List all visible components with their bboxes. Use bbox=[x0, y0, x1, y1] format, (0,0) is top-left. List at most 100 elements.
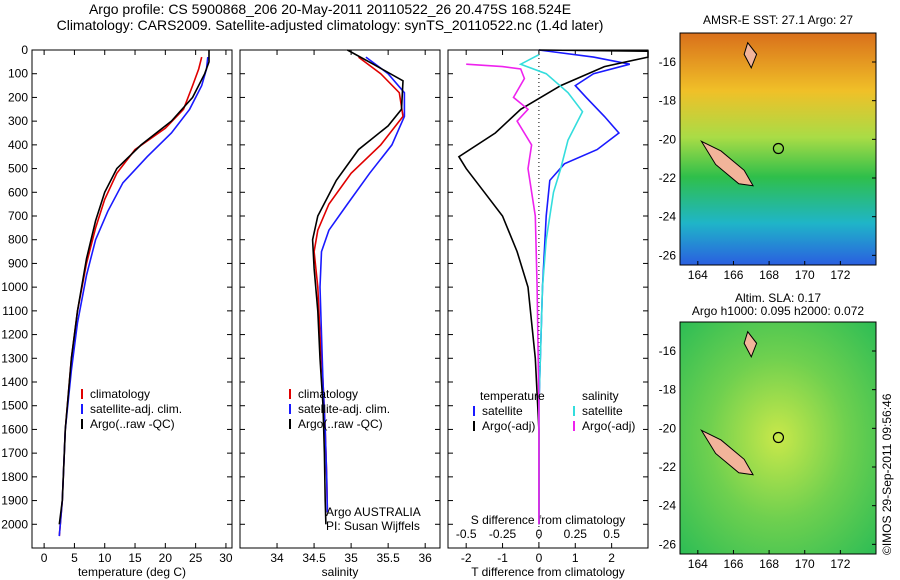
ytick-label: 2000 bbox=[1, 517, 28, 531]
legend-label: Argo(..raw -QC) bbox=[90, 417, 175, 431]
island-new-caledonia bbox=[700, 429, 754, 476]
xlabel-difference: T difference from climatology bbox=[471, 565, 625, 579]
ytick-label: 1600 bbox=[1, 422, 28, 436]
map-xtick-label: 168 bbox=[759, 268, 779, 282]
series-line-difference bbox=[518, 53, 584, 525]
map-xtick-label: 166 bbox=[723, 557, 743, 571]
xtick-label-temperature: 25 bbox=[189, 551, 203, 565]
xtick-label-temperature: 20 bbox=[159, 551, 173, 565]
xlabel-temperature: temperature (deg C) bbox=[78, 565, 186, 579]
map-ytick-label: -16 bbox=[659, 55, 677, 69]
map-ytick-label: -20 bbox=[659, 421, 677, 435]
ytick-label: 800 bbox=[8, 233, 28, 247]
ytick-label: 700 bbox=[8, 209, 28, 223]
map-ytick-label: -26 bbox=[659, 537, 677, 551]
ytick-label: 900 bbox=[8, 256, 28, 270]
top-xtick-label: -0.5 bbox=[456, 527, 477, 541]
ytick-label: 1400 bbox=[1, 375, 28, 389]
map-title-sla_map: Altim. SLA: 0.17 bbox=[735, 291, 821, 305]
xtick-label-salinity: 35.5 bbox=[376, 551, 400, 565]
top-xtick-label: -0.25 bbox=[489, 527, 517, 541]
island-vanuatu bbox=[743, 41, 758, 69]
xtick-label-salinity: 34.5 bbox=[302, 551, 326, 565]
ytick-label: 1900 bbox=[1, 494, 28, 508]
legend-label: satellite-adj. clim. bbox=[298, 402, 390, 416]
map-xtick-label: 172 bbox=[830, 268, 850, 282]
ytick-label: 100 bbox=[8, 67, 28, 81]
ytick-label: 300 bbox=[8, 114, 28, 128]
map-ytick-label: -18 bbox=[659, 383, 677, 397]
xtick-label-salinity: 35 bbox=[344, 551, 358, 565]
map-ytick-label: -18 bbox=[659, 94, 677, 108]
xtick-label-difference: 0 bbox=[536, 551, 543, 565]
ytick-label: 600 bbox=[8, 185, 28, 199]
header-line1: Argo profile: CS 5900868_206 20-May-2011… bbox=[88, 1, 572, 17]
map-xtick-label: 168 bbox=[759, 557, 779, 571]
xtick-label-salinity: 34 bbox=[270, 551, 284, 565]
series-line-difference bbox=[457, 49, 649, 525]
island-vanuatu bbox=[743, 330, 758, 358]
map-ytick-label: -22 bbox=[659, 460, 677, 474]
ytick-label: 1700 bbox=[1, 446, 28, 460]
map-ytick-label: -16 bbox=[659, 344, 677, 358]
map-ytick-label: -22 bbox=[659, 171, 677, 185]
plot-frame-salinity bbox=[239, 49, 441, 549]
xtick-label-salinity: 36 bbox=[419, 551, 433, 565]
ytick-label: 400 bbox=[8, 138, 28, 152]
xtick-label-temperature: 30 bbox=[219, 551, 233, 565]
xlabel-top: S difference from climatology bbox=[471, 513, 626, 527]
ytick-label: 1500 bbox=[1, 399, 28, 413]
top-xtick-label: 0 bbox=[536, 527, 543, 541]
legend-label: satellite bbox=[582, 404, 623, 418]
plot-frame-difference bbox=[447, 49, 649, 549]
map-xtick-label: 170 bbox=[795, 268, 815, 282]
map-ytick-label: -20 bbox=[659, 132, 677, 146]
legend-label: climatology bbox=[90, 387, 150, 401]
map-title-sst_map: AMSR-E SST: 27.1 Argo: 27 bbox=[703, 13, 853, 27]
ytick-label: 1300 bbox=[1, 351, 28, 365]
xtick-label-temperature: 0 bbox=[41, 551, 48, 565]
legend-label: climatology bbox=[298, 387, 358, 401]
ytick-label: 1800 bbox=[1, 470, 28, 484]
argo-marker bbox=[772, 142, 785, 155]
map-xtick-label: 166 bbox=[723, 268, 743, 282]
legend-label: Argo(-adj) bbox=[582, 419, 635, 433]
series-line-difference bbox=[466, 63, 540, 525]
legend-label: Argo(..raw -QC) bbox=[298, 417, 383, 431]
series-line-temperature bbox=[58, 50, 210, 525]
map-xtick-label: 164 bbox=[688, 557, 708, 571]
map-xtick-label: 164 bbox=[688, 268, 708, 282]
ytick-label: 1100 bbox=[2, 304, 28, 318]
ytick-label: 1200 bbox=[1, 328, 28, 342]
xtick-label-temperature: 15 bbox=[128, 551, 142, 565]
legend-label: satellite bbox=[482, 404, 523, 418]
map-xtick-label: 172 bbox=[830, 557, 850, 571]
ytick-label: 200 bbox=[8, 90, 28, 104]
ytick-label: 500 bbox=[8, 162, 28, 176]
xtick-label-difference: -1 bbox=[497, 551, 508, 565]
map-ytick-label: -24 bbox=[659, 210, 677, 224]
annotation-line2: PI: Susan Wijffels bbox=[326, 519, 420, 533]
ytick-label: 1000 bbox=[1, 280, 28, 294]
xtick-label-temperature: 5 bbox=[71, 551, 78, 565]
xlabel-salinity: salinity bbox=[322, 565, 359, 579]
legend-title-salinity: salinity bbox=[582, 389, 619, 403]
xtick-label-difference: -2 bbox=[461, 551, 472, 565]
legend-label: Argo(-adj) bbox=[482, 419, 535, 433]
series-line-salinity bbox=[319, 56, 406, 513]
map-ytick-label: -24 bbox=[659, 499, 677, 513]
legend-title-temperature: temperature bbox=[480, 389, 545, 403]
header-line2: Climatology: CARS2009. Satellite-adjuste… bbox=[56, 17, 604, 33]
xtick-label-difference: 2 bbox=[608, 551, 615, 565]
legend-label: satellite-adj. clim. bbox=[90, 402, 182, 416]
argo-marker bbox=[772, 431, 785, 444]
top-xtick-label: 0.25 bbox=[564, 527, 588, 541]
xtick-label-temperature: 10 bbox=[98, 551, 112, 565]
annotation-line1: Argo AUSTRALIA bbox=[326, 505, 421, 519]
plot-frame-temperature bbox=[31, 49, 233, 549]
map-subtitle-sla_map: Argo h1000: 0.095 h2000: 0.072 bbox=[692, 304, 864, 318]
footer-stamp: ©IMOS 29-Sep-2011 09:56:46 bbox=[880, 393, 894, 555]
island-new-caledonia bbox=[700, 140, 754, 187]
top-xtick-label: 0.5 bbox=[603, 527, 620, 541]
